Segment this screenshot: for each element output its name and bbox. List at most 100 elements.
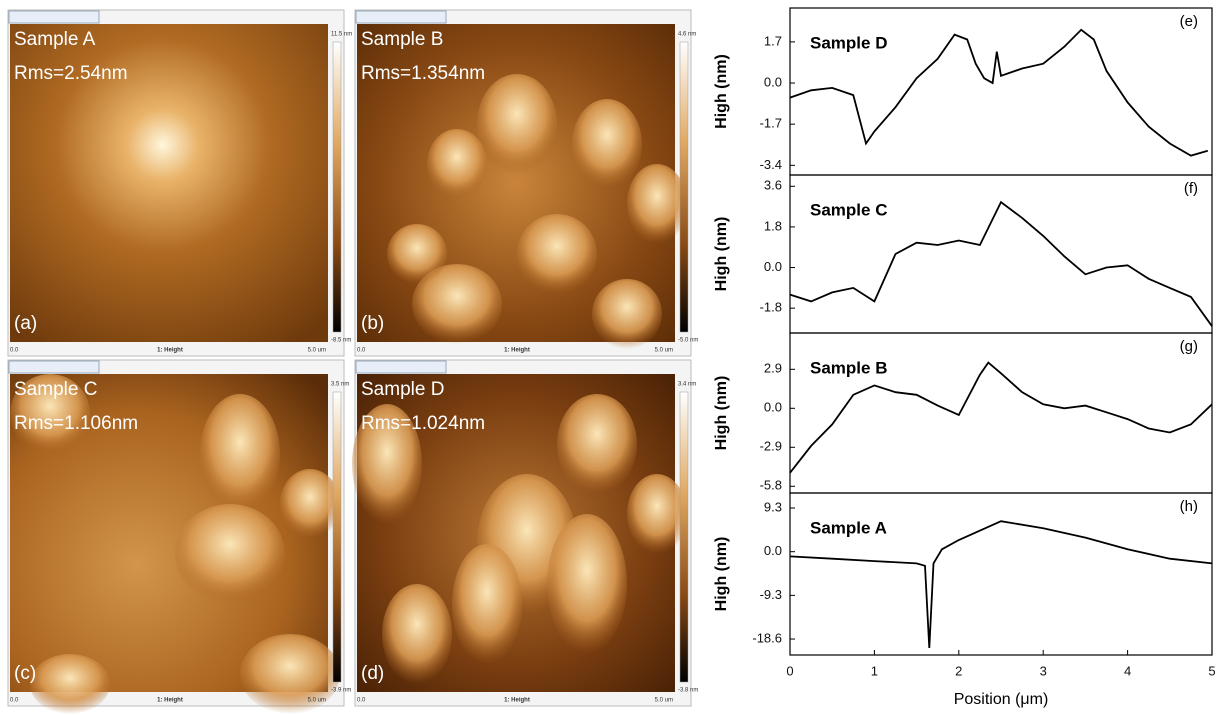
- y-tick-label: -1.8: [760, 300, 782, 315]
- color-bar-min: -8.5 nm: [331, 338, 351, 344]
- panel-label: (a): [14, 313, 37, 334]
- grain: [557, 394, 637, 494]
- axis-end: 5.0 um: [308, 348, 326, 354]
- x-tick-label: 1: [871, 663, 878, 678]
- grain: [517, 214, 597, 294]
- channel-label: 1: Height: [504, 698, 530, 704]
- axis-start: 0.0: [10, 348, 19, 354]
- grain: [200, 394, 280, 514]
- color-bar-max: 11.5 nm: [331, 32, 352, 38]
- grain: [30, 654, 110, 714]
- sample-label: Sample C: [14, 379, 97, 400]
- afm-panel: 4.6 nm -5.0 nm Sample B Rms=1.354nm (b) 0.0 1:…: [354, 9, 698, 357]
- grain: [352, 404, 422, 524]
- profile-line: [789, 361, 1213, 474]
- profile-panel: -1.8 0.0 1.8 3.6 High (nm) Sample C (f): [713, 174, 1213, 334]
- color-bar-max: 3.5 nm: [331, 382, 349, 388]
- grain: [572, 99, 642, 189]
- x-tick-label: 5: [1208, 663, 1215, 678]
- profile-plots: -3.4 -1.7 0.0 1.7 High (nm) Sample D (e) -1.8 0.…: [713, 7, 1216, 708]
- x-tick-label: 4: [1124, 663, 1131, 678]
- axis-start: 0.0: [10, 698, 19, 704]
- sample-label: Sample A: [14, 29, 96, 50]
- profile-line: [789, 520, 1213, 649]
- x-tick-label: 0: [786, 663, 793, 678]
- panel-letter: (f): [1184, 180, 1198, 197]
- sample-label: Sample D: [361, 379, 444, 400]
- afm-panel: 11.5 nm -8.5 nm Sample A Rms=2.54nm (a) 0.0 1:…: [7, 9, 352, 357]
- axis-end: 5.0 um: [655, 698, 673, 704]
- y-tick-label: 1.8: [764, 218, 782, 233]
- y-tick-label: -5.8: [760, 478, 782, 493]
- plot-frame: [789, 492, 1213, 656]
- grain: [240, 634, 340, 714]
- color-bar: [679, 391, 689, 683]
- grain: [477, 74, 557, 174]
- afm-panel: 3.4 nm -3.8 nm Sample D Rms=1.024nm (d) 0.0 1:…: [352, 359, 698, 707]
- panel-label: (d): [361, 663, 384, 684]
- x-tick-label: 3: [1040, 663, 1047, 678]
- y-tick-label: 0.0: [764, 259, 782, 274]
- y-axis-label: High (nm): [713, 54, 730, 129]
- rms-label: Rms=2.54nm: [14, 63, 128, 84]
- axis-start: 0.0: [357, 348, 366, 354]
- color-bar: [332, 41, 342, 333]
- grain: [547, 514, 627, 654]
- profile-line: [789, 28, 1209, 157]
- grain: [412, 264, 502, 344]
- grain: [452, 544, 522, 664]
- grain: [627, 474, 687, 554]
- grain: [175, 504, 285, 604]
- axis-start: 0.0: [357, 698, 366, 704]
- color-bar: [679, 41, 689, 333]
- channel-label: 1: Height: [157, 698, 183, 704]
- color-bar-max: 4.6 nm: [678, 32, 696, 38]
- color-bar-min: -5.0 nm: [678, 338, 698, 344]
- profile-line: [789, 200, 1213, 327]
- y-tick-label: 3.6: [764, 178, 782, 193]
- profile-panel: -3.4 -1.7 0.0 1.7 High (nm) Sample D (e): [713, 7, 1213, 176]
- sample-title: Sample B: [810, 358, 887, 377]
- rms-label: Rms=1.106nm: [14, 413, 138, 434]
- color-bar-min: -3.9 nm: [331, 688, 351, 694]
- toolbar: [8, 360, 100, 374]
- color-bar: [332, 391, 342, 683]
- color-bar-max: 3.4 nm: [678, 382, 696, 388]
- grain: [387, 224, 447, 284]
- y-axis-label: High (nm): [713, 376, 730, 451]
- toolbar: [355, 360, 447, 374]
- toolbar: [355, 10, 447, 24]
- axis-end: 5.0 um: [655, 348, 673, 354]
- afm-image: [10, 24, 328, 342]
- sample-title: Sample C: [810, 200, 887, 219]
- y-tick-label: -9.3: [760, 587, 782, 602]
- axis-end: 5.0 um: [308, 698, 326, 704]
- grain: [627, 164, 687, 244]
- panel-label: (c): [14, 663, 36, 684]
- grain: [427, 129, 487, 199]
- panel-letter: (e): [1180, 13, 1198, 30]
- y-axis-label: High (nm): [713, 217, 730, 292]
- rms-label: Rms=1.024nm: [361, 413, 485, 434]
- y-tick-label: 9.3: [764, 499, 782, 514]
- x-axis-label: Position (μm): [954, 691, 1049, 708]
- y-axis-label: High (nm): [713, 537, 730, 612]
- y-tick-label: 0.0: [764, 400, 782, 415]
- y-tick-label: 2.9: [764, 361, 782, 376]
- color-bar-min: -3.8 nm: [678, 688, 698, 694]
- y-tick-label: 0.0: [764, 543, 782, 558]
- panel-letter: (g): [1180, 338, 1198, 355]
- y-tick-label: -2.9: [760, 439, 782, 454]
- y-tick-label: -3.4: [760, 157, 782, 172]
- profile-panel: -5.8 -2.9 0.0 2.9 High (nm) Sample B (g): [713, 332, 1213, 494]
- x-tick-label: 2: [955, 663, 962, 678]
- grain: [10, 374, 90, 454]
- channel-label: 1: Height: [157, 348, 183, 354]
- y-tick-label: 0.0: [764, 74, 782, 89]
- y-tick-label: -1.7: [760, 116, 782, 131]
- rms-label: Rms=1.354nm: [361, 63, 485, 84]
- sample-label: Sample B: [361, 29, 443, 50]
- plot-frame: [789, 174, 1213, 334]
- panel-label: (b): [361, 313, 384, 334]
